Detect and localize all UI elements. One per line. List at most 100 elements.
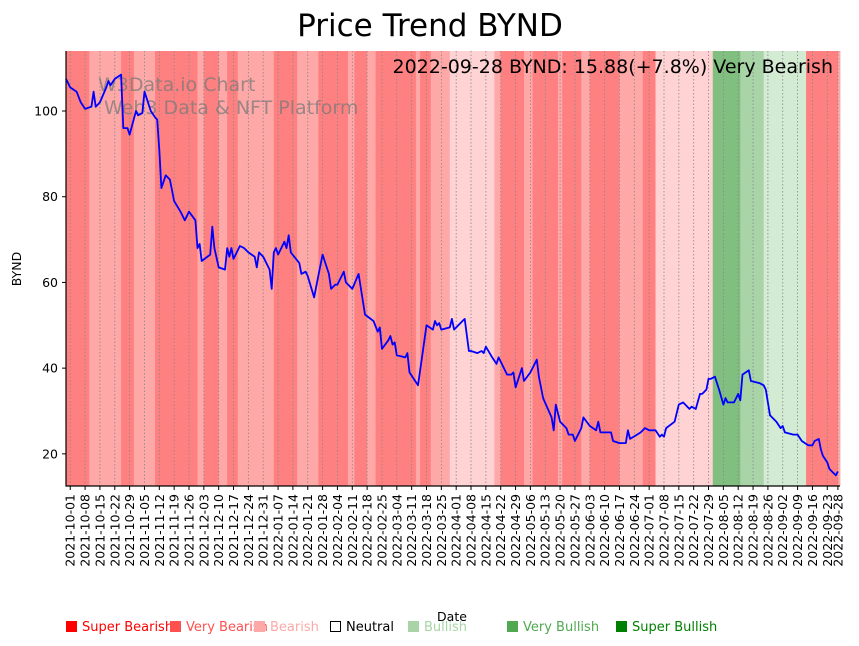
legend-label: Very Bearish bbox=[186, 620, 268, 635]
x-tick-label-4: 2021-10-29 bbox=[122, 494, 137, 567]
status-text: 2022-09-28 BYND: 15.88(+7.8%) Very Beari… bbox=[393, 56, 834, 78]
sentiment-band-0 bbox=[66, 51, 90, 486]
x-axis-ticks: 2021-10-01 2021-10-08 2021-10-15 2021-10-22… bbox=[63, 486, 845, 567]
sentiment-band-33 bbox=[712, 51, 741, 486]
y-tick-label-0: 20 bbox=[42, 446, 58, 461]
x-tick-label-2: 2021-10-15 bbox=[92, 494, 107, 567]
legend-label: Super Bullish bbox=[632, 620, 718, 635]
x-tick-label-30: 2022-04-29 bbox=[508, 494, 523, 567]
x-tick-label-43: 2022-07-29 bbox=[701, 494, 716, 567]
x-tick-label-1: 2021-10-08 bbox=[78, 494, 93, 567]
sentiment-band-30 bbox=[619, 51, 644, 486]
axes bbox=[65, 51, 840, 487]
sentiment-band-15 bbox=[354, 51, 368, 486]
legend-item-bearish: Bearish bbox=[254, 620, 319, 635]
y-tick-label-2: 60 bbox=[42, 275, 58, 290]
x-tick-label-5: 2021-11-05 bbox=[137, 494, 152, 567]
legend-label: Neutral bbox=[346, 620, 394, 635]
legend-label: Bearish bbox=[270, 620, 319, 635]
x-tick-label-32: 2022-05-13 bbox=[538, 494, 553, 567]
sentiment-band-20 bbox=[430, 51, 451, 486]
x-tick-label-41: 2022-07-15 bbox=[671, 494, 686, 567]
legend-swatch-icon bbox=[616, 621, 627, 632]
y-tick-label-3: 80 bbox=[42, 189, 58, 204]
x-tick-label-42: 2022-07-22 bbox=[686, 494, 701, 567]
x-tick-label-22: 2022-03-04 bbox=[389, 494, 404, 567]
x-tick-label-40: 2022-07-08 bbox=[656, 494, 671, 567]
x-tick-label-44: 2022-08-05 bbox=[716, 494, 731, 567]
sentiment-band-18 bbox=[415, 51, 421, 486]
x-tick-label-18: 2022-02-04 bbox=[330, 494, 345, 567]
legend-label: Very Bullish bbox=[523, 620, 600, 635]
x-tick-label-28: 2022-04-15 bbox=[478, 494, 493, 567]
x-tick-label-27: 2022-04-08 bbox=[464, 494, 479, 567]
sentiment-band-1 bbox=[89, 51, 122, 486]
x-tick-label-36: 2022-06-10 bbox=[597, 494, 612, 567]
x-tick-label-35: 2022-06-03 bbox=[582, 494, 597, 567]
sentiment-band-27 bbox=[562, 51, 582, 486]
sentiment-band-5 bbox=[197, 51, 205, 486]
x-tick-label-38: 2022-06-24 bbox=[627, 494, 642, 567]
x-tick-label-20: 2022-02-18 bbox=[360, 494, 375, 567]
sentiment-band-36 bbox=[806, 51, 839, 486]
x-tick-label-34: 2022-05-27 bbox=[567, 494, 582, 567]
price-line bbox=[65, 73, 839, 477]
sentiment-band-9 bbox=[237, 51, 245, 486]
x-tick-label-49: 2022-09-09 bbox=[790, 494, 805, 567]
legend-item-super-bullish: Super Bullish bbox=[616, 620, 717, 635]
x-tick-label-7: 2021-11-19 bbox=[167, 494, 182, 567]
sentiment-band-4 bbox=[155, 51, 198, 486]
x-tick-label-51: 2022-09-23 bbox=[820, 494, 835, 567]
x-tick-label-39: 2022-07-01 bbox=[642, 494, 657, 567]
y-axis-label: BYND bbox=[9, 252, 24, 287]
sentiment-band-8 bbox=[227, 51, 239, 486]
series-bynd bbox=[65, 73, 839, 477]
sentiment-band-14 bbox=[348, 51, 355, 486]
legend-item-very-bearish: Very Bearish bbox=[170, 620, 268, 635]
x-axis-label: Date bbox=[437, 609, 467, 624]
x-tick-label-10: 2021-12-10 bbox=[211, 494, 226, 567]
sentiment-band-16 bbox=[367, 51, 376, 486]
sentiment-band-37 bbox=[837, 51, 841, 486]
chart-title: Price Trend BYND bbox=[297, 8, 563, 44]
x-tick-label-25: 2022-03-25 bbox=[434, 494, 449, 567]
sentiment-band-23 bbox=[500, 51, 525, 486]
legend-swatch-icon bbox=[66, 621, 77, 632]
x-tick-label-52: 2022-09-28 bbox=[830, 494, 845, 567]
legend-item-super-bearish: Super Bearish bbox=[66, 620, 173, 635]
x-tick-label-48: 2022-09-02 bbox=[775, 494, 790, 567]
sentiment-band-24 bbox=[524, 51, 533, 486]
legend-item-bullish: Bullish bbox=[408, 620, 467, 635]
watermark-line-1: W3Data.io Chart bbox=[98, 74, 255, 96]
x-tick-label-33: 2022-05-20 bbox=[553, 494, 568, 567]
sentiment-band-34 bbox=[740, 51, 765, 486]
x-tick-label-19: 2022-02-11 bbox=[345, 494, 360, 567]
sentiment-band-17 bbox=[375, 51, 417, 486]
legend-item-very-bullish: Very Bullish bbox=[507, 620, 599, 635]
sentiment-band-11 bbox=[273, 51, 298, 486]
legend-label: Bullish bbox=[424, 620, 468, 635]
x-tick-label-47: 2022-08-26 bbox=[760, 494, 775, 567]
x-tick-label-29: 2022-04-22 bbox=[493, 494, 508, 567]
x-tick-label-6: 2021-11-12 bbox=[152, 494, 167, 567]
y-tick-label-4: 100 bbox=[34, 104, 58, 119]
x-tick-label-24: 2022-03-18 bbox=[419, 494, 434, 567]
sentiment-band-6 bbox=[203, 51, 220, 486]
sentiment-band-19 bbox=[420, 51, 432, 486]
sentiment-band-35 bbox=[763, 51, 807, 486]
x-tick-label-13: 2021-12-31 bbox=[256, 494, 271, 567]
legend-swatch-icon bbox=[507, 621, 518, 632]
sentiment-band-2 bbox=[121, 51, 135, 486]
x-tick-label-31: 2022-05-06 bbox=[523, 494, 538, 567]
legend-swatch-icon bbox=[330, 621, 341, 632]
legend-swatch-icon bbox=[408, 621, 419, 632]
x-tick-label-17: 2022-01-28 bbox=[315, 494, 330, 567]
x-tick-label-11: 2021-12-17 bbox=[226, 494, 241, 567]
x-tick-label-45: 2022-08-12 bbox=[731, 494, 746, 567]
x-tick-label-50: 2022-09-16 bbox=[805, 494, 820, 567]
sentiment-band-22 bbox=[494, 51, 502, 486]
y-axis-ticks: 20 40 60 80 100 bbox=[34, 104, 66, 461]
x-tick-label-26: 2022-04-01 bbox=[449, 494, 464, 567]
x-tick-label-23: 2022-03-11 bbox=[404, 494, 419, 567]
